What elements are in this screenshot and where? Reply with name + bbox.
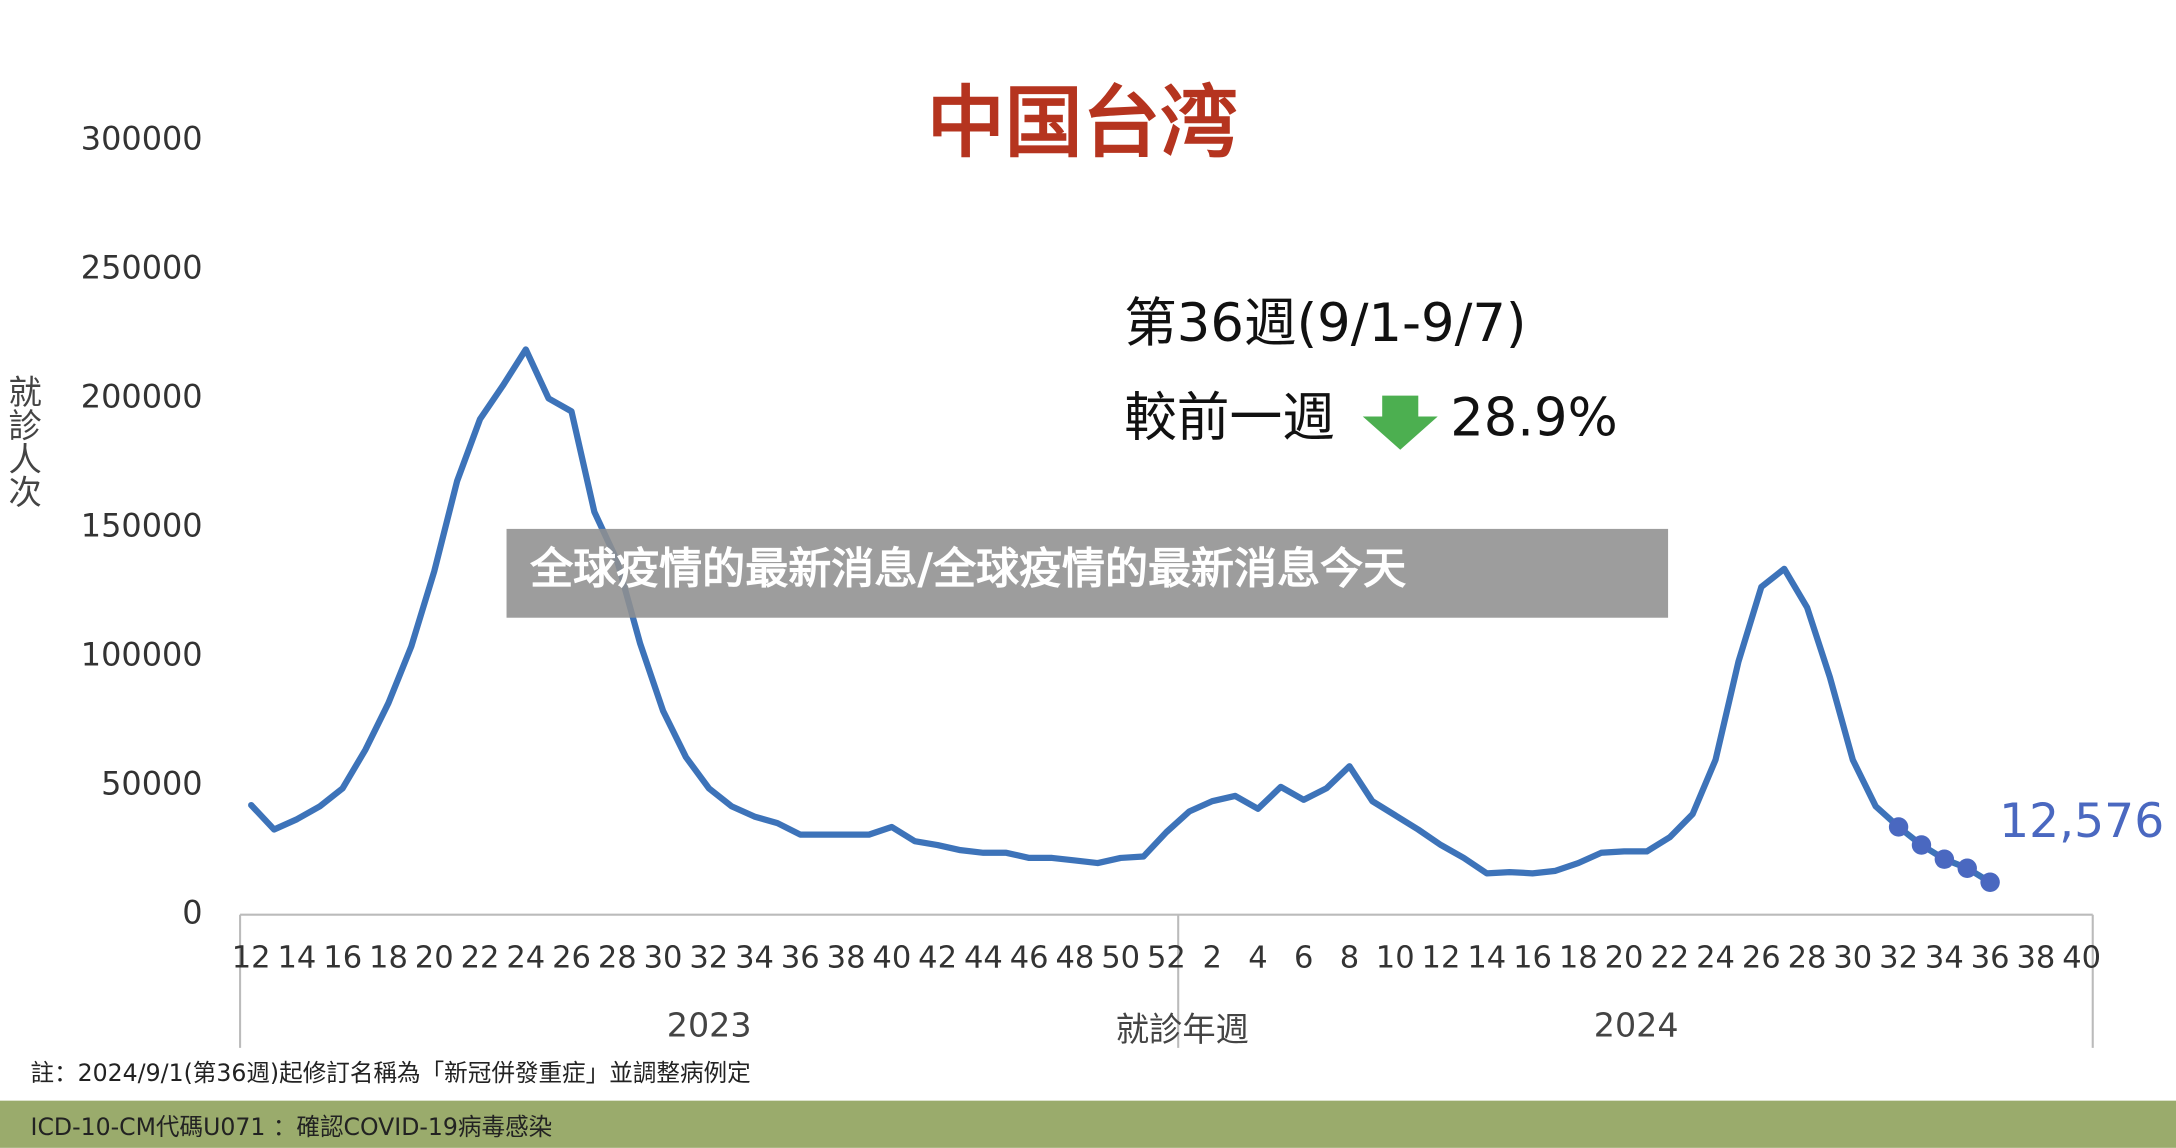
x-tick-label: 22 <box>1650 941 1689 976</box>
x-tick-label: 22 <box>461 941 500 976</box>
y-tick-label: 100000 <box>81 636 203 674</box>
x-tick-label: 34 <box>735 941 774 976</box>
x-tick-label: 24 <box>506 941 545 976</box>
x-tick-label: 16 <box>323 941 362 976</box>
x-tick-label: 46 <box>1010 941 1049 976</box>
x-tick-label: 20 <box>1605 941 1644 976</box>
y-tick-label: 150000 <box>81 507 203 545</box>
x-tick-label: 34 <box>1925 941 1964 976</box>
x-tick-label: 32 <box>689 941 728 976</box>
data-point <box>1911 835 1932 855</box>
data-point <box>1934 849 1955 869</box>
x-tick-label: 32 <box>1879 941 1918 976</box>
x-tick-label: 12 <box>1422 941 1461 976</box>
x-tick-label: 2 <box>1202 941 1221 976</box>
x-tick-label: 6 <box>1294 941 1313 976</box>
data-point <box>1888 817 1909 837</box>
x-tick-label: 28 <box>1788 941 1827 976</box>
x-tick-label: 50 <box>1101 941 1140 976</box>
annotation: 第36週(9/1-9/7) <box>1124 293 1526 354</box>
x-tick-label: 12 <box>232 941 271 976</box>
x-tick-label: 26 <box>1742 941 1781 976</box>
x-tick-label: 14 <box>1467 941 1506 976</box>
x-tick-label: 36 <box>781 941 820 976</box>
x-tick-label: 18 <box>1559 941 1598 976</box>
annotation: 28.9% <box>1450 387 1617 448</box>
y-tick-label: 0 <box>182 894 202 932</box>
banner-text: 全球疫情的最新消息/全球疫情的最新消息今天 <box>529 544 1406 594</box>
annotation: 較前一週 <box>1124 387 1335 448</box>
footer-strip <box>0 1100 2176 1148</box>
series-line <box>248 346 1994 886</box>
data-point <box>1980 872 2000 892</box>
x-tick-label: 14 <box>278 941 317 976</box>
x-tick-label: 52 <box>1147 941 1186 976</box>
footnote: 註：2024/9/1(第36週)起修訂名稱為「新冠併發重症」並調整病例定 <box>31 1059 751 1087</box>
x-tick-label: 40 <box>2062 941 2101 976</box>
x-tick-label: 24 <box>1696 941 1735 976</box>
x-tick-label: 30 <box>1833 941 1872 976</box>
x-tick-label: 10 <box>1376 941 1415 976</box>
chart-title: 中国台湾 <box>927 78 1238 168</box>
down-arrow <box>1362 395 1438 450</box>
x-tick-label: 48 <box>1055 941 1094 976</box>
x-tick-label: 4 <box>1248 941 1267 976</box>
x-tick-label: 20 <box>415 941 454 976</box>
x-tick-label: 38 <box>827 941 866 976</box>
banner-background <box>506 528 1669 618</box>
x-tick-label: 42 <box>918 941 957 976</box>
x-tick-label: 8 <box>1340 941 1359 976</box>
y-tick-label: 250000 <box>81 248 203 286</box>
x-tick-label: 30 <box>644 941 683 976</box>
x-tick-label: 38 <box>2016 941 2055 976</box>
x-tick-label: 28 <box>598 941 637 976</box>
x-tick-label: 40 <box>872 941 911 976</box>
x-axis-label: 就診年週 <box>1116 1010 1249 1049</box>
x-tick-label: 44 <box>964 941 1003 976</box>
y-tick-label: 200000 <box>81 377 203 415</box>
x-group-label: 2024 <box>1594 1006 1679 1045</box>
x-tick-label: 18 <box>369 941 408 976</box>
x-group-label: 2023 <box>667 1006 752 1045</box>
x-tick-label: 26 <box>552 941 591 976</box>
y-tick-label: 300000 <box>81 119 203 157</box>
footnote: ICD-10-CM代碼U071 ：確認COVID-19病毒感染 <box>31 1113 553 1141</box>
x-tick-label: 36 <box>1971 941 2010 976</box>
value-label: 12,576 <box>1999 794 2164 849</box>
x-tick-label: 16 <box>1513 941 1552 976</box>
y-tick-label: 50000 <box>101 765 202 803</box>
data-point <box>1957 858 1977 878</box>
y-axis-label: 就診人次 <box>3 375 42 508</box>
